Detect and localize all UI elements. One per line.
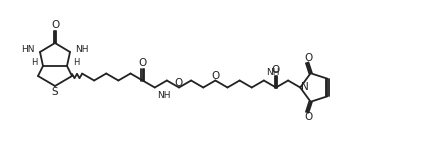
Text: H: H — [73, 58, 79, 66]
Text: NH: NH — [157, 91, 170, 100]
Text: O: O — [211, 70, 220, 81]
Text: NH: NH — [266, 67, 279, 77]
Text: O: O — [304, 112, 312, 122]
Text: NH: NH — [75, 45, 89, 53]
Text: O: O — [272, 65, 280, 74]
Text: HN: HN — [22, 45, 35, 53]
Text: O: O — [175, 78, 183, 87]
Text: O: O — [51, 20, 59, 30]
Text: O: O — [304, 53, 312, 63]
Text: S: S — [52, 87, 59, 97]
Text: O: O — [139, 58, 147, 67]
Text: H: H — [31, 58, 37, 66]
Text: N: N — [301, 82, 309, 92]
